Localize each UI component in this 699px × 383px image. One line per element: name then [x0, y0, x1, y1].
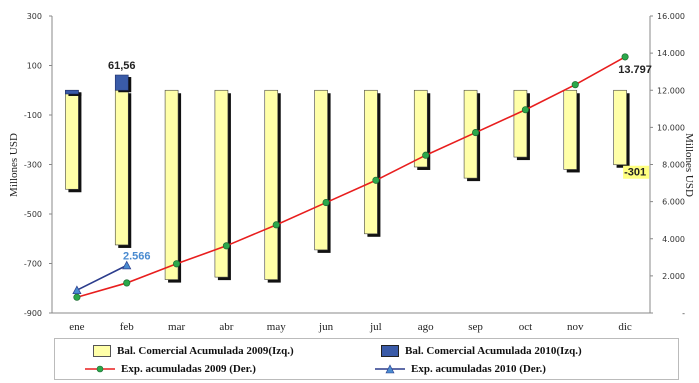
- category-label: jun: [318, 321, 334, 333]
- point-exp-2009: [322, 199, 330, 207]
- category-label: sep: [468, 321, 483, 333]
- bar-2009: [214, 89, 229, 278]
- data-label-highlight: [623, 165, 650, 179]
- category-label: dic: [618, 321, 632, 333]
- left-tick-label: -700: [24, 260, 42, 269]
- legend-label-bal-2009: Bal. Comercial Acumulada 2009(Izq.): [117, 345, 294, 357]
- legend-swatch-exp-2009: [85, 365, 115, 373]
- bar-2009: [314, 89, 328, 251]
- legend-item-exp-2010: Exp. acumuladas 2010 (Der.): [375, 363, 546, 375]
- category-label: abr: [219, 321, 233, 333]
- legend-swatch-exp-2010: [375, 364, 405, 374]
- left-tick-label: 300: [27, 12, 42, 21]
- left-tick-label: -900: [24, 309, 42, 318]
- point-exp-2009: [272, 221, 280, 229]
- point-exp-2009: [73, 293, 81, 301]
- right-tick-label: 2.000: [662, 272, 685, 281]
- line-exp-2010: [76, 264, 128, 291]
- left-tick-label: 100: [27, 62, 42, 71]
- point-exp-2009: [372, 176, 380, 184]
- legend: Bal. Comercial Acumulada 2009(Izq.) Bal.…: [54, 338, 679, 380]
- data-label: 61,56: [108, 60, 136, 72]
- point-exp-2009: [422, 151, 430, 159]
- right-tick-label: 12.000: [657, 86, 685, 95]
- data-label: 2.566: [123, 250, 151, 262]
- bar-2009: [364, 89, 378, 235]
- bar-2009: [613, 89, 627, 166]
- legend-label-exp-2009: Exp. acumuladas 2009 (Der.): [121, 363, 256, 375]
- point-exp-2009: [123, 279, 131, 287]
- bar-2009: [114, 89, 129, 246]
- category-label: ago: [418, 321, 434, 333]
- bar-2009: [164, 89, 179, 280]
- category-label: ene: [69, 321, 84, 333]
- data-label: -301: [624, 167, 646, 179]
- legend-item-bal-2009: Bal. Comercial Acumulada 2009(Izq.): [93, 345, 294, 357]
- right-tick-label: -: [682, 309, 685, 318]
- category-label: jul: [369, 321, 382, 333]
- legend-swatch-bal-2009: [93, 345, 111, 357]
- point-exp-2009: [173, 260, 181, 268]
- chart-canvas: 300 100 -100 -300 -500 -700 -900 16.000 14.000 1…: [8, 12, 695, 333]
- point-exp-2009: [571, 81, 579, 89]
- data-label: 13.797: [618, 64, 652, 76]
- category-label: nov: [567, 321, 584, 333]
- right-tick-label: 8.000: [662, 161, 685, 170]
- left-axis-title: Millones USD: [8, 133, 20, 197]
- point-exp-2010: [122, 260, 132, 270]
- legend-label-bal-2010: Bal. Comercial Acumulada 2010(Izq.): [405, 345, 582, 357]
- right-tick-label: 10.000: [657, 123, 685, 132]
- category-label: feb: [120, 321, 135, 333]
- point-exp-2009: [621, 53, 629, 61]
- category-label: may: [267, 321, 286, 333]
- point-exp-2009: [521, 106, 529, 114]
- point-exp-2009: [222, 242, 230, 250]
- bar-2009: [413, 89, 428, 168]
- right-tick-label: 14.000: [657, 49, 685, 58]
- bar-2010: [65, 89, 79, 95]
- right-axis-title: Millones USD: [683, 133, 695, 197]
- bar-2009: [513, 89, 528, 158]
- legend-item-exp-2009: Exp. acumuladas 2009 (Der.): [85, 363, 256, 375]
- right-tick-label: 16.000: [657, 12, 685, 21]
- line-exp-2009: [76, 56, 626, 298]
- right-tick-label: 4.000: [662, 235, 685, 244]
- category-label: mar: [168, 321, 185, 333]
- legend-swatch-bal-2010: [381, 345, 399, 357]
- bar-2009: [264, 89, 279, 280]
- category-label: oct: [519, 321, 532, 333]
- bar-2010: [114, 74, 129, 91]
- bar-2009: [563, 89, 578, 170]
- legend-item-bal-2010: Bal. Comercial Acumulada 2010(Izq.): [381, 345, 582, 357]
- point-exp-2010: [72, 285, 82, 295]
- bar-2009: [65, 89, 79, 190]
- left-tick-label: -500: [24, 210, 42, 219]
- right-tick-label: 6.000: [662, 198, 685, 207]
- left-tick-label: -300: [24, 161, 42, 170]
- point-exp-2009: [472, 129, 480, 137]
- legend-label-exp-2010: Exp. acumuladas 2010 (Der.): [411, 363, 546, 375]
- left-tick-label: -100: [24, 111, 42, 120]
